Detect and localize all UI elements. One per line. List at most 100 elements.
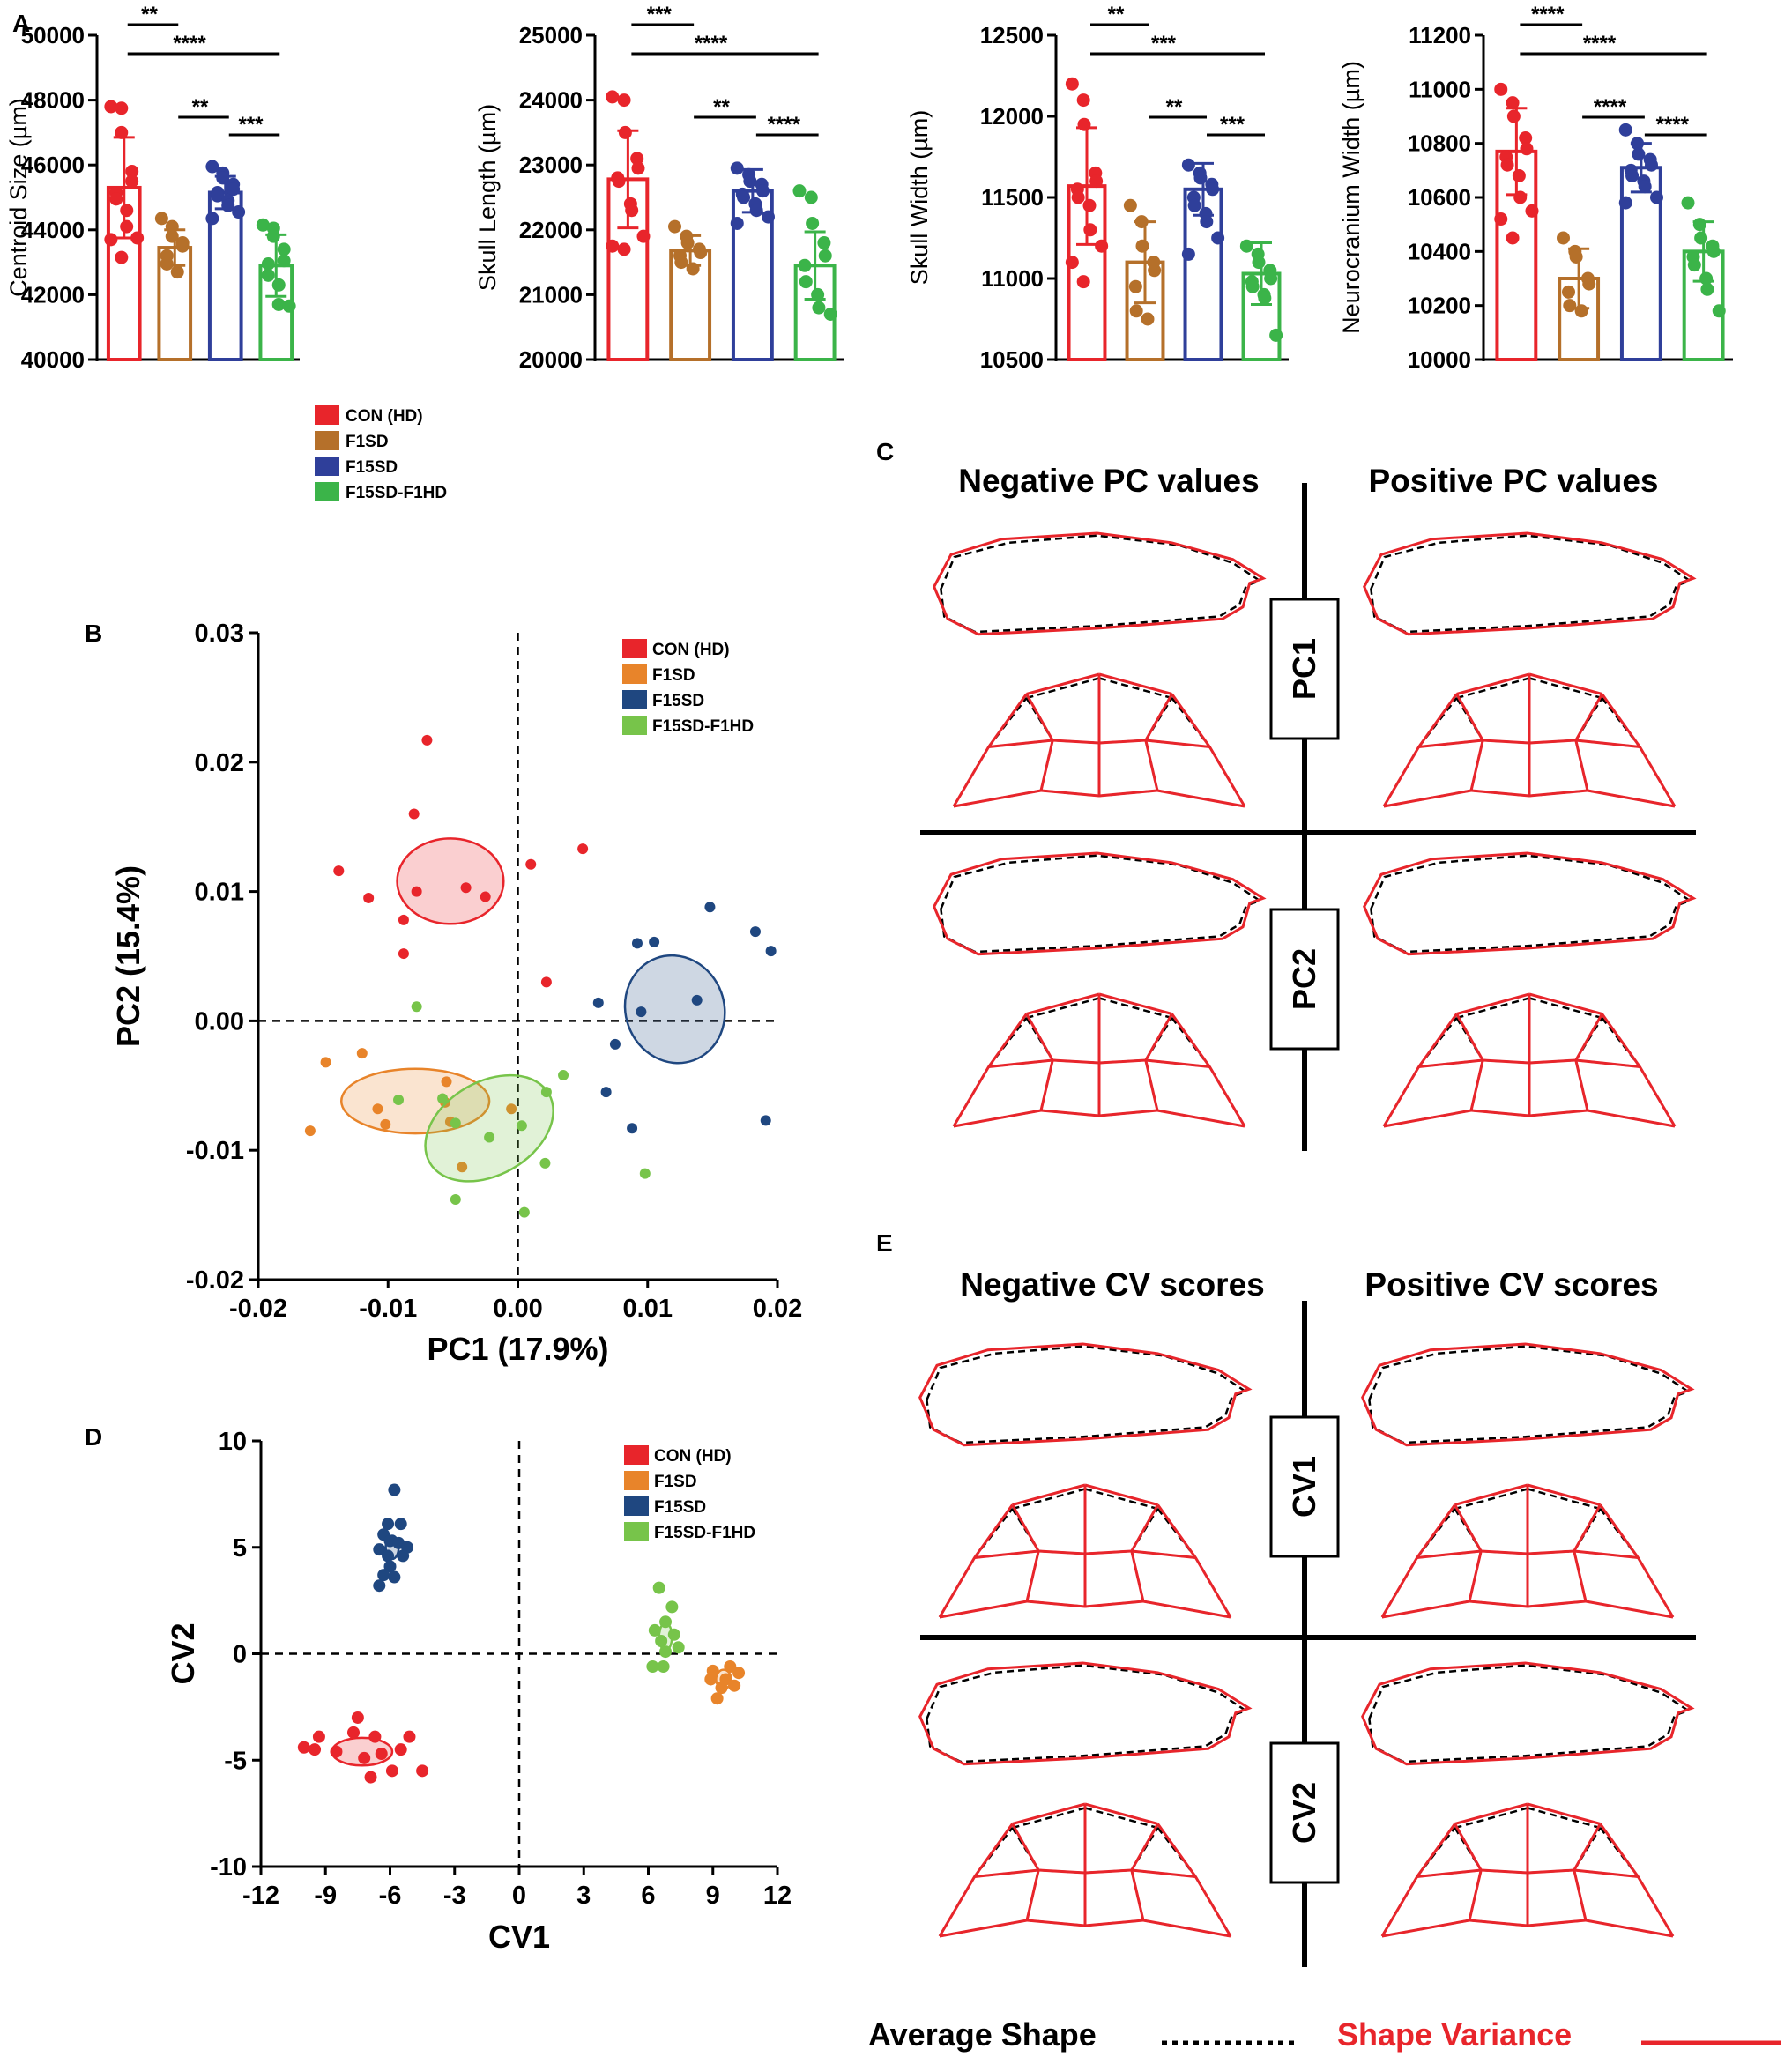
data-point <box>730 161 744 175</box>
panel-letter-a: A <box>12 10 30 37</box>
frontal-line <box>1573 1503 1602 1552</box>
point-con-hd <box>398 948 409 960</box>
frontal-line <box>1025 1869 1040 1921</box>
frontal-line <box>1039 739 1054 791</box>
frontal-line <box>1098 1058 1146 1065</box>
frontal-line <box>1144 739 1159 791</box>
data-point <box>1245 279 1260 293</box>
frontal-line <box>1145 1058 1210 1068</box>
data-point <box>1694 231 1708 245</box>
x-tick-label: -6 <box>379 1882 402 1910</box>
data-point <box>636 229 651 243</box>
frontal-line <box>1380 1556 1418 1618</box>
frontal-line <box>1025 1550 1040 1602</box>
data-point <box>674 256 688 270</box>
legend-a: CON (HD) F1SD F15SD F15SD-F1HD <box>315 405 447 502</box>
legend-swatch-f1sd <box>624 1471 649 1490</box>
data-point <box>631 161 645 175</box>
x-tick-label: 9 <box>706 1882 720 1910</box>
significance-label: **** <box>1594 95 1627 119</box>
data-point <box>261 268 275 282</box>
frontal-line <box>1040 789 1100 798</box>
data-point <box>743 174 757 189</box>
point-f15sd-f1hd <box>655 1635 668 1648</box>
y-tick-label: 10800 <box>1408 130 1471 157</box>
y-tick-label: 10000 <box>1408 346 1471 373</box>
data-point <box>1638 180 1652 194</box>
frontal-line <box>1025 1013 1054 1061</box>
y-tick-label: 10500 <box>980 346 1044 373</box>
significance-label: *** <box>238 113 264 137</box>
panel-letter-b: B <box>85 620 102 647</box>
data-point <box>266 229 280 243</box>
data-point <box>205 212 219 226</box>
frontal-line <box>1456 992 1530 1015</box>
data-point <box>1681 196 1695 210</box>
frontal-line <box>1528 789 1588 798</box>
y-tick-label: 44000 <box>21 217 85 243</box>
point-con-hd <box>540 976 552 988</box>
data-point <box>1252 256 1266 270</box>
panel-letter-c: C <box>876 438 894 465</box>
frontal-line <box>987 697 1028 748</box>
data-point <box>792 184 807 198</box>
y-tick-label: 0.00 <box>195 1007 244 1036</box>
side-view-variance <box>933 851 1267 956</box>
x-tick-label: 0 <box>512 1882 526 1910</box>
data-point <box>749 204 763 218</box>
pc1-label: PC1 <box>1286 638 1322 700</box>
point-con-hd <box>358 1751 371 1764</box>
data-point <box>1076 93 1090 108</box>
frontal-line <box>1194 1875 1232 1937</box>
frontal-line <box>1469 739 1484 791</box>
data-point <box>1632 147 1646 161</box>
frontal-line <box>1098 677 1172 700</box>
data-point <box>755 184 770 198</box>
data-point <box>1148 264 1162 278</box>
data-point <box>668 219 682 234</box>
data-point <box>686 262 700 276</box>
data-point <box>812 301 826 315</box>
y-axis-label: Centroid Size (µm) <box>5 98 32 297</box>
frontal-line <box>1380 1875 1418 1937</box>
side-view-average <box>1368 1664 1692 1763</box>
frontal-line <box>1039 1059 1054 1111</box>
data-point <box>1258 291 1272 305</box>
point-f15sd-f1hd <box>518 1206 530 1218</box>
frontal-line <box>1208 1065 1246 1127</box>
frontal-line <box>1528 992 1602 1015</box>
point-con-hd <box>363 892 375 903</box>
data-point <box>1083 223 1097 237</box>
legend-swatch-f15sd <box>315 457 339 476</box>
frontal-line <box>1038 1868 1086 1875</box>
y-tick-label: 40000 <box>21 346 85 373</box>
frontal-line <box>1144 1013 1173 1061</box>
significance-label: **** <box>1583 32 1617 56</box>
data-point <box>1699 271 1714 286</box>
frontal-line <box>1011 1503 1040 1552</box>
frontal-line <box>1144 693 1173 741</box>
data-point <box>271 278 286 292</box>
y-axis-label: Neurocranium Width (µm) <box>1338 61 1364 334</box>
frontal-line <box>1527 1600 1587 1608</box>
frontal-line <box>939 1600 1028 1619</box>
point-f15sd-f1hd <box>437 1093 449 1104</box>
point-con-hd <box>480 891 491 902</box>
y-tick-label: 10600 <box>1408 184 1471 211</box>
frontal-line <box>1098 992 1172 1015</box>
data-point <box>1506 109 1521 123</box>
cv2-label-box: CV2 <box>1269 1741 1340 1884</box>
pc2-label: PC2 <box>1286 948 1322 1010</box>
data-point <box>1211 231 1225 245</box>
confidence-ellipse-con-hd <box>396 837 505 925</box>
data-point <box>104 233 118 247</box>
point-f15sd-f1hd <box>484 1132 495 1143</box>
data-point <box>1089 174 1104 189</box>
frontal-line <box>1574 1059 1589 1111</box>
point-f15sd <box>383 1560 397 1573</box>
frontal-line <box>1418 739 1483 748</box>
side-view-average <box>1370 534 1693 634</box>
frontal-line <box>1454 1488 1528 1511</box>
data-point <box>211 189 225 203</box>
